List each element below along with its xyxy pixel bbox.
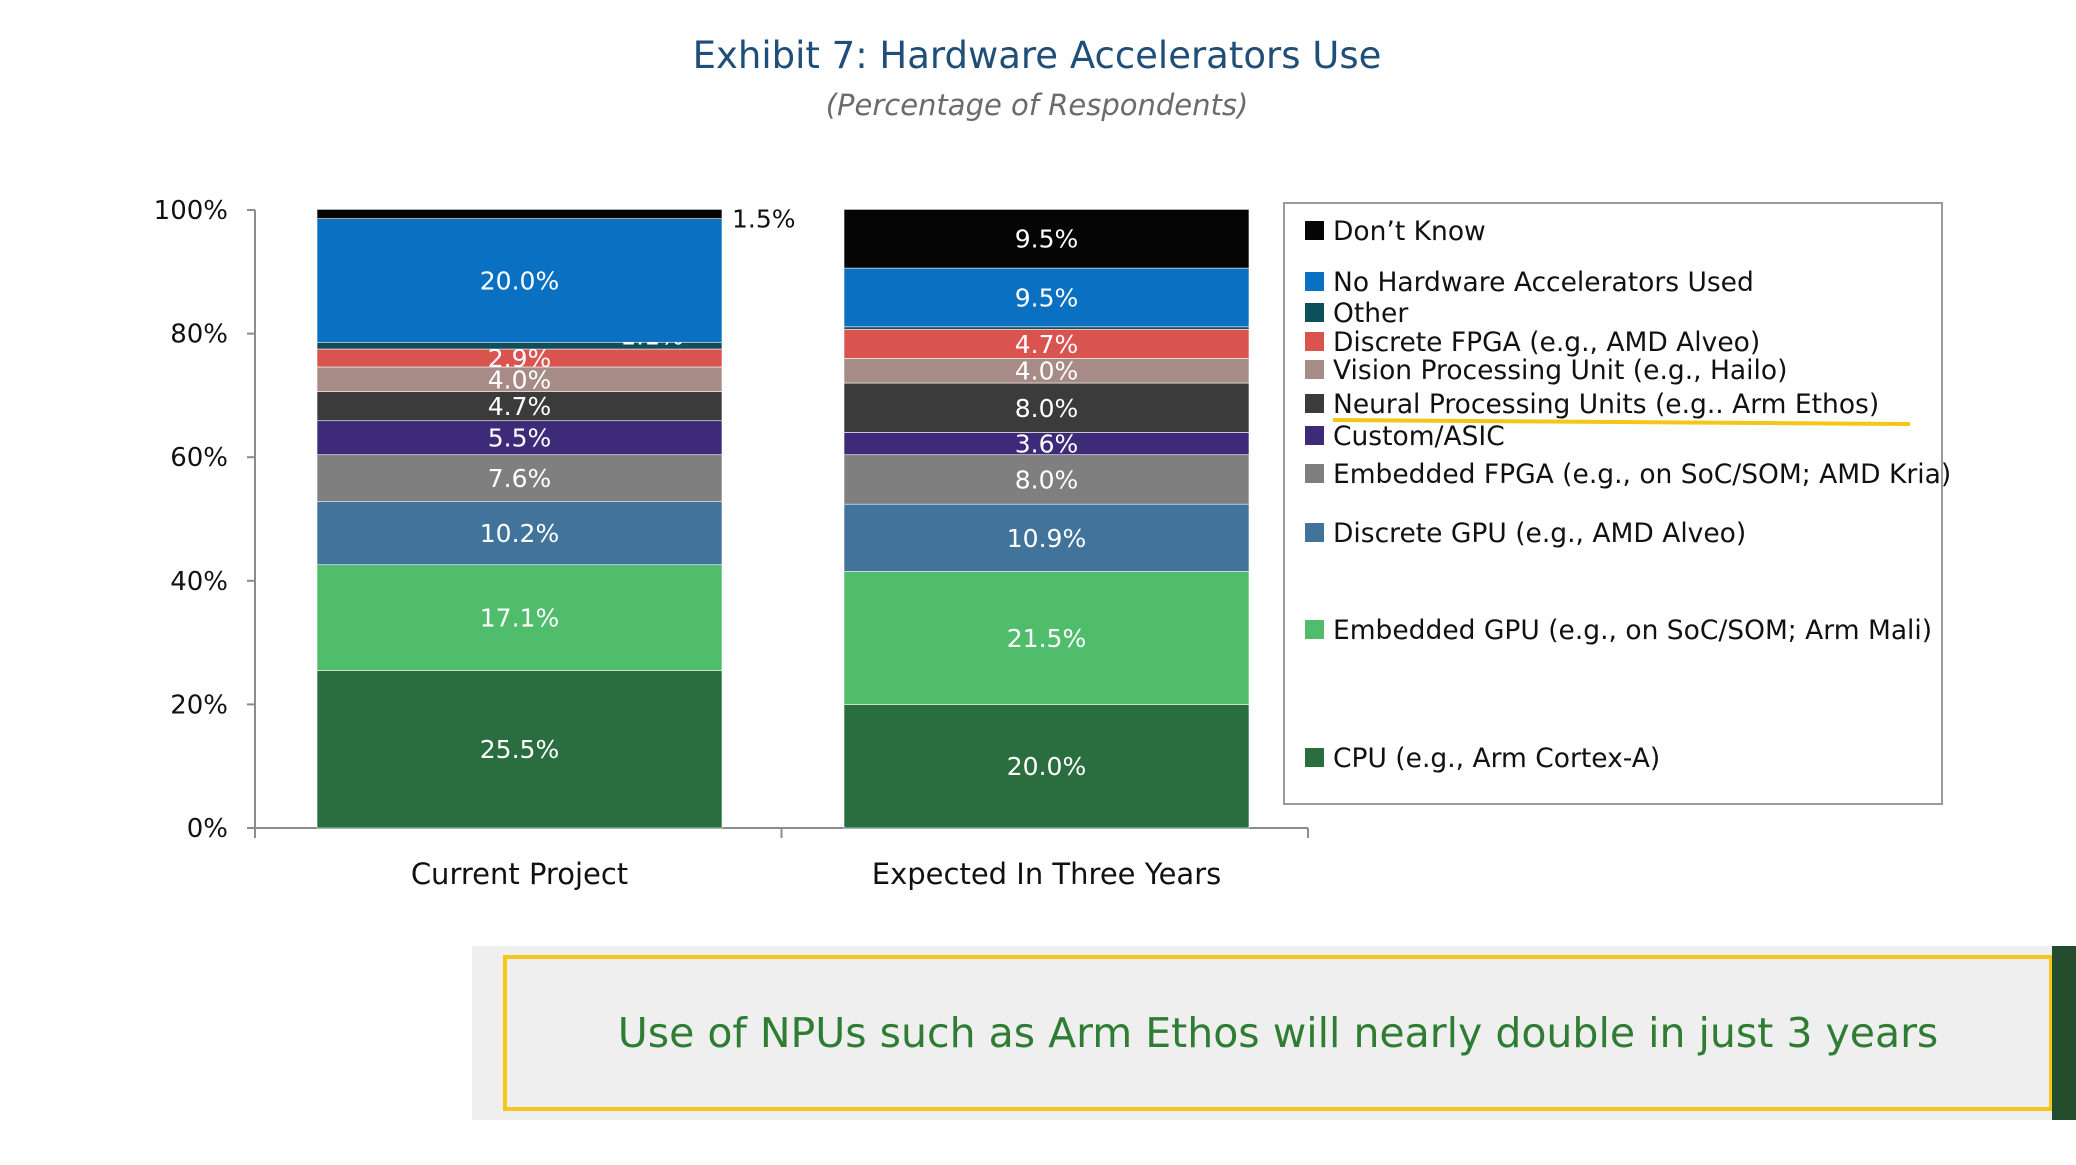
legend-label-discrete-gpu-e-g-amd-alveo: Discrete GPU (e.g., AMD Alveo): [1333, 518, 1746, 549]
bar-segment-no-hardware-accelerators-used-current-project: [316, 218, 723, 343]
callout-box: Use of NPUs such as Arm Ethos will nearl…: [503, 955, 2053, 1111]
legend-swatch-discrete-fpga-e-g-amd-alveo: [1305, 332, 1324, 351]
data-label-embedded-fpga-e-g-on-soc-som-amd-kria-expected-in-three-years: 8.0%: [1015, 465, 1079, 494]
x-tick-label-expected-in-three-years: Expected In Three Years: [872, 857, 1221, 891]
bar-segment-no-hardware-accelerators-used-expected-in-three-years: [843, 267, 1250, 328]
y-tick-label: 100%: [154, 196, 228, 226]
legend-label-no-hardware-accelerators-used: No Hardware Accelerators Used: [1333, 267, 1754, 298]
bar-segment-neural-processing-units-e-g-arm-ethos-current-project: [316, 391, 723, 422]
data-label-embedded-gpu-e-g-on-soc-som-arm-mali-current-project: 17.1%: [480, 604, 559, 633]
data-label-discrete-gpu-e-g-amd-alveo-expected-in-three-years: 10.9%: [1007, 524, 1086, 553]
data-label-embedded-fpga-e-g-on-soc-som-amd-kria-current-project: 7.6%: [488, 464, 552, 493]
legend-label-don-t-know: Don’t Know: [1333, 216, 1486, 247]
data-label-don-t-know-current-project: 1.5%: [732, 204, 796, 233]
x-tick-label-current-project: Current Project: [411, 857, 628, 891]
legend-label-embedded-gpu-e-g-on-soc-som-arm-mali: Embedded GPU (e.g., on SoC/SOM; Arm Mali…: [1333, 615, 1932, 646]
legend-box: [1283, 202, 1943, 805]
y-tick-label: 20%: [170, 690, 228, 720]
legend-swatch-discrete-gpu-e-g-amd-alveo: [1305, 523, 1324, 542]
legend-label-vision-processing-unit-e-g-hailo: Vision Processing Unit (e.g., Hailo): [1333, 355, 1787, 386]
bar-segment-don-t-know-current-project: [316, 209, 723, 219]
data-label-no-hardware-accelerators-used-expected-in-three-years: 9.5%: [1015, 283, 1079, 312]
legend: Don’t Know No Hardware Accelerators UsedO…: [1283, 202, 1951, 805]
legend-swatch-other: [1305, 303, 1324, 322]
legend-swatch-don-t-know: [1305, 221, 1324, 240]
data-label-don-t-know-expected-in-three-years: 9.5%: [1015, 225, 1079, 254]
legend-highlight-underline: [1332, 418, 1911, 426]
legend-label-neural-processing-units-e-g-arm-ethos: Neural Processing Units (e.g.. Arm Ethos…: [1333, 389, 1879, 420]
data-label-cpu-e-g-arm-cortex-a-expected-in-three-years: 20.0%: [1007, 752, 1086, 781]
legend-swatch-vision-processing-unit-e-g-hailo: [1305, 360, 1324, 379]
legend-swatch-neural-processing-units-e-g-arm-ethos: [1305, 394, 1324, 413]
data-label-cpu-e-g-arm-cortex-a-current-project: 25.5%: [480, 735, 559, 764]
bar-segment-discrete-gpu-e-g-amd-alveo-expected-in-three-years: [843, 503, 1250, 572]
y-tick-label: 0%: [187, 814, 228, 844]
bar-segment-embedded-gpu-e-g-on-soc-som-arm-mali-current-project: [316, 564, 723, 671]
legend-label-other: Other: [1333, 298, 1408, 329]
plot-area: 0% 20% 40% 60% 80% 100% Current Project Expecte…: [154, 196, 1309, 891]
data-label-discrete-fpga-e-g-amd-alveo-expected-in-three-years: 4.7%: [1015, 330, 1079, 359]
data-label-no-hardware-accelerators-used-current-project: 20.0%: [480, 266, 559, 295]
callout-edge-accent: [2052, 946, 2076, 1120]
bar-segment-cpu-e-g-arm-cortex-a-expected-in-three-years: [843, 704, 1250, 829]
bar-segment-discrete-fpga-e-g-amd-alveo-expected-in-three-years: [843, 328, 1250, 359]
callout-text: Use of NPUs such as Arm Ethos will nearl…: [617, 1009, 1939, 1057]
legend-swatch-no-hardware-accelerators-used: [1305, 272, 1324, 291]
y-tick-label: 80%: [170, 320, 228, 350]
legend-swatch-custom-asic: [1305, 426, 1324, 445]
chart-title: Exhibit 7: Hardware Accelerators Use: [693, 34, 1382, 77]
y-tick-label: 60%: [170, 443, 228, 473]
bar-segment-custom-asic-current-project: [316, 420, 723, 456]
data-label-custom-asic-current-project: 5.5%: [488, 424, 552, 453]
bar-segment-don-t-know-expected-in-three-years: [843, 209, 1250, 269]
data-label-embedded-gpu-e-g-on-soc-som-arm-mali-expected-in-three-years: 21.5%: [1007, 624, 1086, 653]
data-label-neural-processing-units-e-g-arm-ethos-expected-in-three-years: 8.0%: [1015, 394, 1079, 423]
legend-label-embedded-fpga-e-g-on-soc-som-amd-kria: Embedded FPGA (e.g., on SoC/SOM; AMD Kri…: [1333, 459, 1951, 490]
legend-label-custom-asic: Custom/ASIC: [1333, 421, 1505, 452]
data-label-custom-asic-expected-in-three-years: 3.6%: [1015, 430, 1079, 459]
bar-segment-embedded-fpga-e-g-on-soc-som-amd-kria-current-project: [316, 454, 723, 502]
y-tick-label: 40%: [170, 567, 228, 597]
legend-swatch-embedded-gpu-e-g-on-soc-som-arm-mali: [1305, 620, 1324, 639]
chart-subtitle: (Percentage of Respondents): [826, 88, 1249, 122]
legend-swatch-embedded-fpga-e-g-on-soc-som-amd-kria: [1305, 464, 1324, 483]
legend-label-cpu-e-g-arm-cortex-a: CPU (e.g., Arm Cortex-A): [1333, 743, 1660, 774]
data-label-vision-processing-unit-e-g-hailo-expected-in-three-years: 4.0%: [1015, 357, 1079, 386]
legend-swatch-cpu-e-g-arm-cortex-a: [1305, 748, 1324, 767]
bar-segment-embedded-gpu-e-g-on-soc-som-arm-mali-expected-in-three-years: [843, 571, 1250, 705]
data-label-discrete-gpu-e-g-amd-alveo-current-project: 10.2%: [480, 519, 559, 548]
bar-segment-discrete-gpu-e-g-amd-alveo-current-project: [316, 501, 723, 566]
data-label-neural-processing-units-e-g-arm-ethos-current-project: 4.7%: [488, 392, 552, 421]
bar-segment-vision-processing-unit-e-g-hailo-current-project: [316, 366, 723, 392]
data-label-vision-processing-unit-e-g-hailo-current-project: 4.0%: [488, 365, 552, 394]
legend-label-discrete-fpga-e-g-amd-alveo: Discrete FPGA (e.g., AMD Alveo): [1333, 327, 1760, 358]
bar-segment-neural-processing-units-e-g-arm-ethos-expected-in-three-years: [843, 382, 1250, 433]
